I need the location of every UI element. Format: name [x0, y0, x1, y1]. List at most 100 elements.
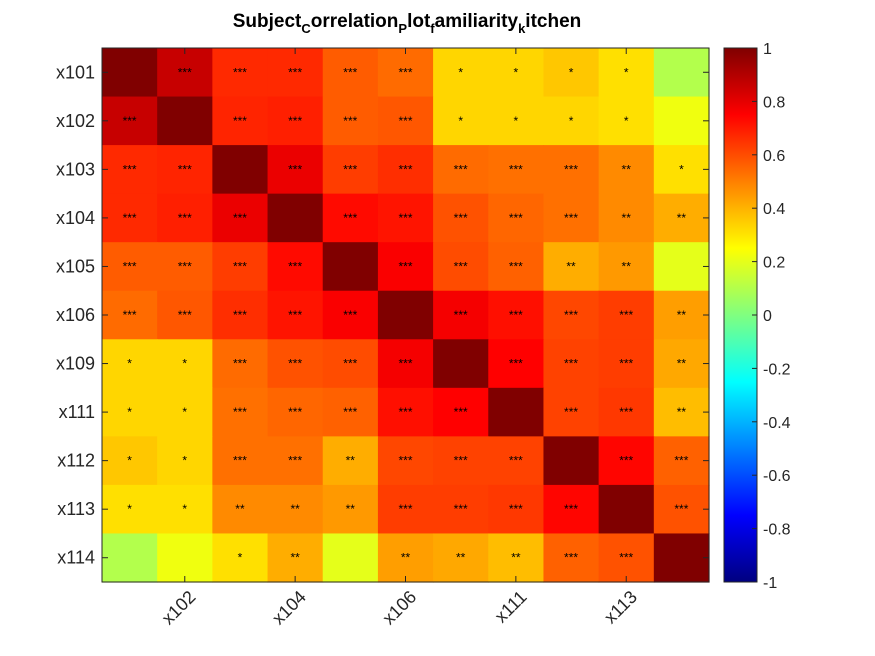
heatmap-cells — [102, 48, 710, 583]
significance-label: *** — [233, 65, 247, 79]
heatmap-cell — [653, 290, 710, 340]
title-text-part: itchen — [525, 11, 581, 32]
significance-label: *** — [454, 211, 468, 225]
heatmap-cell — [488, 193, 545, 243]
significance-label: *** — [123, 162, 137, 176]
heatmap-cell — [598, 96, 655, 146]
heatmap-cell — [653, 145, 710, 195]
significance-label: * — [569, 65, 574, 79]
significance-label: *** — [564, 357, 578, 371]
significance-label: *** — [178, 211, 192, 225]
y-tick-label: x111 — [59, 402, 95, 422]
heatmap-cell — [377, 387, 434, 437]
heatmap-annotations: *** *** *** *** *** * * * **** *** *** *** *** * * * ***… — [123, 65, 689, 564]
significance-label: *** — [398, 502, 412, 516]
heatmap-cell — [377, 436, 434, 486]
significance-label: *** — [398, 65, 412, 79]
heatmap-cell — [377, 290, 434, 340]
heatmap-cell — [212, 436, 269, 486]
heatmap-cell — [102, 436, 158, 486]
significance-label: *** — [509, 454, 523, 468]
y-tick-label: x102 — [56, 111, 95, 131]
significance-label: *** — [343, 308, 357, 322]
significance-label: ** — [511, 551, 521, 565]
heatmap-cell — [433, 193, 489, 243]
title-text-part: amiliarity — [435, 11, 519, 32]
title-text-part: Subject — [233, 11, 302, 32]
significance-label: * — [679, 162, 684, 176]
significance-label: ** — [622, 259, 632, 273]
heatmap-cell — [322, 96, 379, 146]
heatmap-cell — [653, 48, 710, 98]
significance-label: * — [514, 65, 519, 79]
heatmap-cell — [322, 484, 379, 535]
significance-label: *** — [398, 357, 412, 371]
significance-label: *** — [288, 65, 302, 79]
heatmap-cell — [488, 387, 545, 437]
colorbar-tick-label: 0.2 — [763, 255, 785, 272]
significance-label: *** — [398, 259, 412, 273]
heatmap-cell — [653, 339, 710, 389]
heatmap-cell — [157, 290, 213, 340]
colorbar: 1 0.8 0.6 0.4 0.2 0 -0.2 -0.4 -0.6 -0.8 -1 — [723, 41, 791, 592]
heatmap-cell — [267, 484, 324, 535]
heatmap-cell — [212, 533, 269, 583]
significance-label: *** — [564, 405, 578, 419]
heatmap-cell — [212, 145, 269, 195]
heatmap-cell — [157, 96, 213, 146]
y-axis-ticks: x101 x102 x103 x104 x105 x106 x109 x111 x112 x113… — [56, 62, 709, 568]
heatmap-cell — [433, 387, 489, 437]
heatmap-cell — [267, 96, 324, 146]
y-tick-label: x103 — [56, 159, 95, 179]
significance-label: *** — [619, 405, 633, 419]
significance-label: *** — [343, 65, 357, 79]
significance-label: *** — [398, 114, 412, 128]
heatmap-cell — [322, 436, 379, 486]
heatmap-cell — [377, 242, 434, 292]
significance-label: *** — [398, 405, 412, 419]
heatmap-cell — [267, 48, 324, 98]
heatmap-cell — [102, 387, 158, 437]
heatmap-cell — [653, 193, 710, 243]
significance-label: *** — [509, 502, 523, 516]
heatmap-cell — [102, 533, 158, 583]
significance-label: ** — [290, 551, 300, 565]
heatmap-cell — [598, 533, 655, 583]
significance-label: *** — [233, 308, 247, 322]
heatmap-cell — [653, 387, 710, 437]
significance-label: *** — [288, 114, 302, 128]
significance-label: *** — [509, 211, 523, 225]
significance-label: * — [624, 114, 629, 128]
significance-label: ** — [677, 211, 687, 225]
heatmap-cell — [433, 96, 489, 146]
significance-label: *** — [343, 211, 357, 225]
title-subscript-part: k — [518, 21, 526, 36]
heatmap-cell — [102, 242, 158, 292]
heatmap-cell — [543, 96, 600, 146]
significance-label: *** — [398, 211, 412, 225]
y-tick-label: x109 — [56, 354, 95, 374]
significance-label: * — [182, 405, 187, 419]
significance-label: *** — [509, 357, 523, 371]
heatmap-cell — [157, 48, 213, 98]
significance-label: *** — [564, 211, 578, 225]
heatmap-cell — [322, 145, 379, 195]
colorbar-tick-label: -0.8 — [763, 522, 791, 539]
significance-label: ** — [235, 502, 245, 516]
significance-label: *** — [674, 502, 688, 516]
heatmap-cell — [433, 533, 489, 583]
colorbar-ticks: 1 0.8 0.6 0.4 0.2 0 -0.2 -0.4 -0.6 -0.8 -1 — [752, 41, 791, 592]
significance-label: *** — [288, 259, 302, 273]
x-tick-label: x113 — [600, 587, 641, 628]
heatmap-cell — [598, 290, 655, 340]
significance-label: ** — [290, 502, 300, 516]
colorbar-tick-label: -0.6 — [763, 468, 791, 485]
colorbar-tick-label: 1 — [763, 41, 772, 58]
significance-label: *** — [123, 114, 137, 128]
heatmap-cell — [157, 339, 213, 389]
y-tick-label: x104 — [56, 208, 95, 228]
significance-label: * — [238, 551, 243, 565]
significance-label: *** — [288, 162, 302, 176]
heatmap-cell — [598, 145, 655, 195]
